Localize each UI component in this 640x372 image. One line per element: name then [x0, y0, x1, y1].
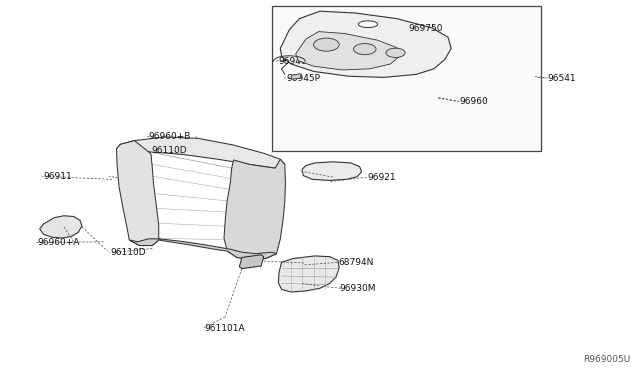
- Polygon shape: [116, 137, 285, 168]
- Polygon shape: [280, 11, 451, 77]
- Text: 96945P: 96945P: [286, 74, 320, 83]
- Ellipse shape: [314, 38, 339, 51]
- Polygon shape: [224, 159, 285, 260]
- Polygon shape: [239, 255, 264, 269]
- Polygon shape: [278, 256, 339, 292]
- Text: 96960+A: 96960+A: [37, 238, 79, 247]
- Text: 96930M: 96930M: [340, 284, 376, 293]
- Text: 96110D: 96110D: [152, 146, 188, 155]
- Text: 96960+B: 96960+B: [148, 132, 191, 141]
- Polygon shape: [291, 74, 301, 79]
- Ellipse shape: [358, 21, 378, 28]
- Polygon shape: [116, 141, 159, 246]
- Polygon shape: [302, 162, 362, 180]
- Text: 96110D: 96110D: [111, 248, 147, 257]
- Ellipse shape: [353, 44, 376, 55]
- Ellipse shape: [386, 48, 405, 57]
- Text: R969005U: R969005U: [583, 355, 630, 364]
- Polygon shape: [40, 216, 82, 238]
- Text: 969750: 969750: [408, 24, 443, 33]
- Bar: [272, 6, 541, 151]
- Polygon shape: [296, 32, 400, 70]
- Text: 96911: 96911: [44, 172, 72, 181]
- Text: 961101A: 961101A: [205, 324, 245, 333]
- Polygon shape: [129, 239, 276, 260]
- Text: 96960: 96960: [460, 97, 488, 106]
- Text: 96940: 96940: [278, 57, 307, 66]
- Text: 96541: 96541: [547, 74, 576, 83]
- Text: 68794N: 68794N: [338, 258, 373, 267]
- Text: 96921: 96921: [367, 173, 396, 182]
